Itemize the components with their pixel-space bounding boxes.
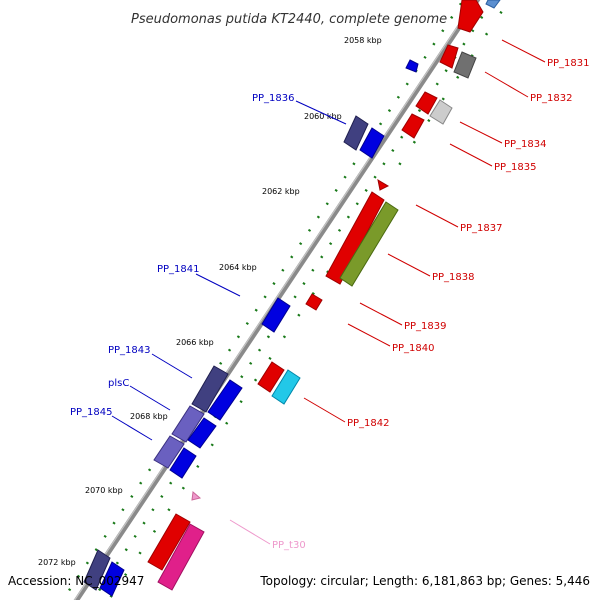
leader-plsC	[129, 385, 171, 411]
label-PP_1840[interactable]: PP_1840	[392, 343, 435, 354]
gene-PP_1838[interactable]	[339, 201, 399, 287]
gene-PP_1842-b[interactable]	[271, 369, 301, 405]
gene-PP_1842-a[interactable]	[257, 361, 285, 393]
ruler-label: 2064 kbp	[219, 263, 257, 272]
label-PP_1836[interactable]: PP_1836	[252, 93, 295, 104]
leader-PP_1842	[303, 397, 346, 423]
label-PP_t30[interactable]: PP_t30	[272, 540, 306, 551]
accession-text: Accession: NC_002947	[8, 574, 145, 588]
gene-plsC-a[interactable]	[171, 405, 205, 443]
label-PP_1831[interactable]: PP_1831	[547, 58, 590, 69]
reverse-genes	[83, 59, 419, 597]
ruler-label: 2058 kbp	[344, 36, 382, 45]
gene-PP_1839[interactable]	[305, 293, 323, 311]
leader-PP_1835	[449, 143, 493, 167]
gene-PP_1836-b[interactable]	[359, 127, 385, 159]
leader-PP_1840	[347, 323, 391, 347]
gene-plsC-b[interactable]	[187, 417, 217, 449]
gene-PP_1837[interactable]	[325, 191, 385, 285]
summary-text: Topology: circular; Length: 6,181,863 bp…	[260, 574, 590, 588]
gene-labels: PP_1831 PP_1832 PP_1834 PP_1835 PP_1837 …	[70, 58, 590, 551]
label-PP_1842[interactable]: PP_1842	[347, 418, 390, 429]
tick-line-inner	[91, 0, 495, 600]
gene-PP_1843-a[interactable]	[191, 365, 229, 413]
gene-PP_1843-b[interactable]	[207, 379, 243, 421]
gene-bottom-red[interactable]	[147, 513, 191, 571]
leader-PP_1843	[151, 353, 193, 379]
gene-small-blue[interactable]	[405, 59, 419, 73]
ruler-label: 2062 kbp	[262, 187, 300, 196]
genome-backbone-highlight	[73, 0, 477, 600]
leader-lines	[111, 39, 546, 545]
label-PP_1834[interactable]: PP_1834	[504, 139, 547, 150]
label-plsC[interactable]: plsC	[108, 378, 129, 389]
label-PP_1845[interactable]: PP_1845	[70, 407, 113, 418]
label-PP_1835[interactable]: PP_1835	[494, 162, 537, 173]
gene-PP_1845-a[interactable]	[153, 435, 185, 469]
gene-PP_1845-b[interactable]	[169, 447, 197, 479]
gene-PP_1832-b[interactable]	[453, 51, 477, 79]
gene-bottom-magenta[interactable]	[157, 523, 205, 591]
gene-PP_1837-small[interactable]	[377, 178, 390, 191]
tick-line-outer	[61, 0, 465, 600]
gene-PP_1834-a[interactable]	[415, 91, 438, 115]
ruler-label: 2060 kbp	[304, 112, 342, 121]
label-PP_1839[interactable]: PP_1839	[404, 321, 447, 332]
ruler-label: 2072 kbp	[38, 558, 76, 567]
ruler-label: 2070 kbp	[85, 486, 123, 495]
gene-PP_1835[interactable]	[401, 113, 425, 139]
label-PP_1832[interactable]: PP_1832	[530, 93, 573, 104]
ruler-label: 2068 kbp	[130, 412, 168, 421]
gene-bottom-b[interactable]	[99, 561, 125, 597]
gene-top-blue[interactable]	[485, 0, 501, 9]
gene-PP_1832-a[interactable]	[439, 44, 459, 69]
ruler: 2058 kbp 2060 kbp 2062 kbp 2064 kbp 2066…	[38, 36, 382, 567]
leader-PP_1836	[295, 100, 347, 125]
leader-PP_1834	[459, 121, 503, 144]
label-PP_1837[interactable]: PP_1837	[460, 223, 503, 234]
gene-PP_1841[interactable]	[261, 297, 291, 333]
gene-PP_1834-b[interactable]	[429, 99, 453, 125]
gene-bottom-a[interactable]	[83, 549, 111, 591]
leader-PP_1838	[387, 253, 431, 277]
leader-PP_1831	[501, 39, 546, 63]
leader-PP_1832	[484, 71, 529, 98]
leader-PP_t30	[229, 519, 271, 545]
gene-PP_1831[interactable]	[457, 0, 484, 33]
leader-PP_1845	[111, 415, 153, 441]
label-PP_1843[interactable]: PP_1843	[108, 345, 151, 356]
map-title: Pseudomonas putida KT2440, complete geno…	[131, 12, 447, 27]
gene-PP_1836-a[interactable]	[343, 115, 369, 151]
leader-PP_1841	[195, 273, 241, 297]
label-PP_1841[interactable]: PP_1841	[157, 264, 200, 275]
forward-genes	[147, 0, 501, 591]
leader-PP_1839	[359, 302, 403, 326]
label-PP_1838[interactable]: PP_1838	[432, 272, 475, 283]
leader-PP_1837	[415, 204, 459, 228]
gene-PP_t30[interactable]	[191, 491, 202, 501]
ruler-label: 2066 kbp	[176, 338, 214, 347]
